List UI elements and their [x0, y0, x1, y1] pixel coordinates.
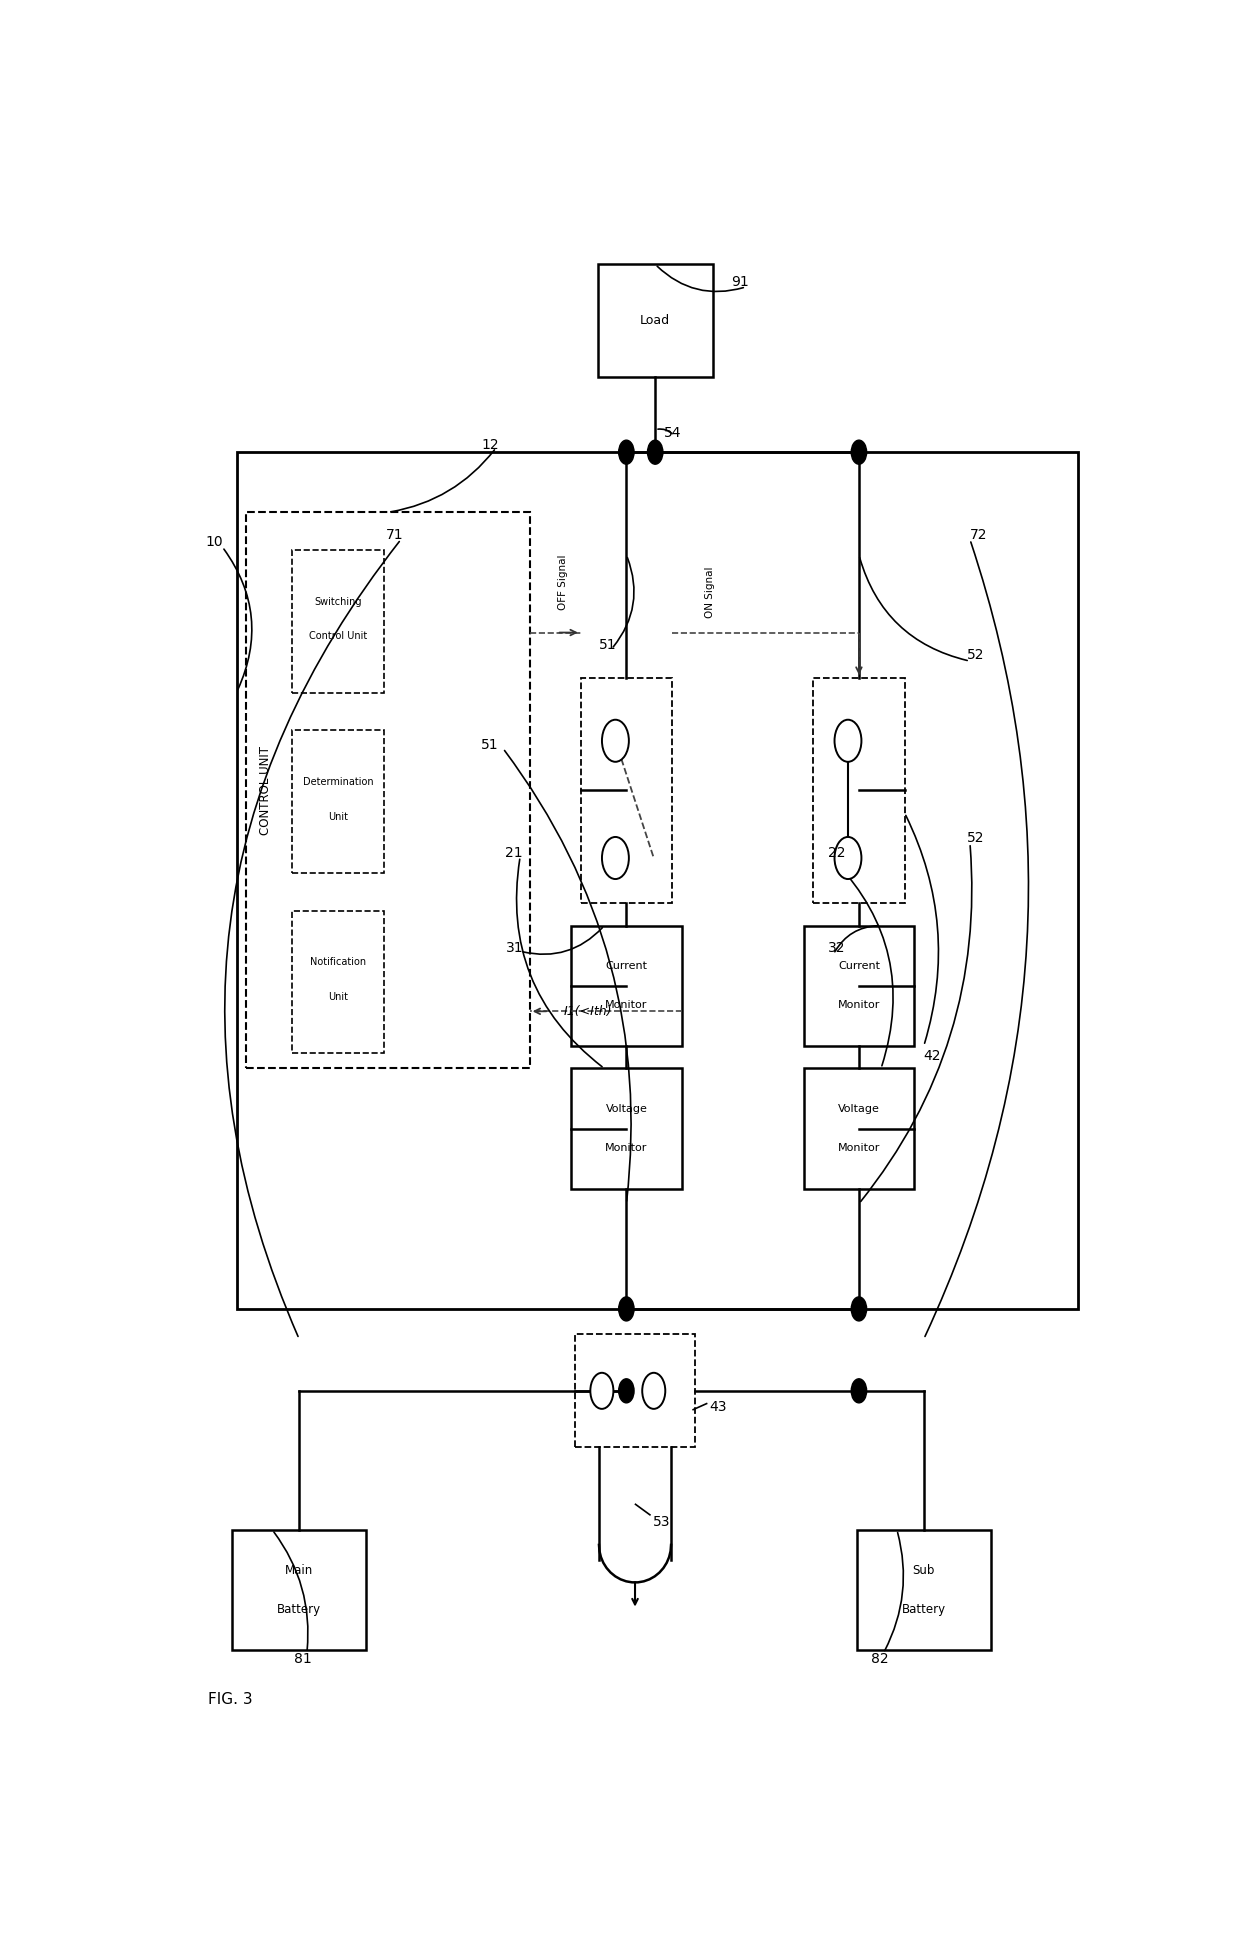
Text: 51: 51: [481, 738, 498, 752]
Text: Monitor: Monitor: [605, 999, 647, 1011]
Text: 82: 82: [870, 1651, 889, 1667]
Circle shape: [601, 720, 629, 761]
Text: Load: Load: [640, 314, 671, 328]
Circle shape: [619, 1378, 634, 1403]
Text: 42: 42: [924, 1050, 941, 1064]
FancyBboxPatch shape: [857, 1530, 991, 1649]
Text: Notification: Notification: [310, 958, 366, 968]
Text: 31: 31: [506, 941, 523, 955]
Circle shape: [619, 1296, 634, 1322]
Text: Determination: Determination: [303, 777, 373, 787]
FancyBboxPatch shape: [293, 730, 383, 873]
Text: 21: 21: [506, 847, 523, 861]
Text: 43: 43: [709, 1400, 727, 1413]
Text: 12: 12: [481, 437, 500, 451]
Text: Battery: Battery: [901, 1603, 946, 1616]
Text: Monitor: Monitor: [605, 1144, 647, 1154]
FancyBboxPatch shape: [804, 925, 914, 1046]
Text: Current: Current: [838, 960, 880, 972]
FancyBboxPatch shape: [572, 925, 682, 1046]
Text: Monitor: Monitor: [838, 999, 880, 1011]
Text: Battery: Battery: [277, 1603, 321, 1616]
FancyBboxPatch shape: [813, 677, 905, 904]
FancyBboxPatch shape: [293, 910, 383, 1054]
Circle shape: [619, 439, 634, 465]
Text: I1(<Ith): I1(<Ith): [563, 1005, 611, 1017]
Text: Voltage: Voltage: [605, 1105, 647, 1115]
Text: 10: 10: [205, 535, 223, 549]
FancyBboxPatch shape: [232, 1530, 367, 1649]
Text: 72: 72: [970, 527, 987, 543]
Text: Current: Current: [605, 960, 647, 972]
Circle shape: [835, 720, 862, 761]
Circle shape: [601, 837, 629, 878]
Text: 71: 71: [386, 527, 403, 543]
Text: Main: Main: [285, 1564, 314, 1577]
Circle shape: [835, 837, 862, 878]
Text: Sub: Sub: [913, 1564, 935, 1577]
Text: Voltage: Voltage: [838, 1105, 880, 1115]
FancyBboxPatch shape: [580, 677, 672, 904]
Text: Monitor: Monitor: [838, 1144, 880, 1154]
Circle shape: [642, 1372, 666, 1409]
Text: 54: 54: [665, 426, 682, 439]
FancyBboxPatch shape: [804, 1068, 914, 1189]
Text: 51: 51: [599, 638, 616, 652]
Text: CONTROL UNIT: CONTROL UNIT: [259, 746, 272, 835]
FancyBboxPatch shape: [575, 1335, 696, 1446]
Text: 91: 91: [732, 275, 749, 289]
Text: Control Unit: Control Unit: [309, 630, 367, 642]
Text: ON Signal: ON Signal: [706, 566, 715, 617]
Text: 52: 52: [967, 648, 985, 662]
Circle shape: [647, 439, 663, 465]
FancyBboxPatch shape: [237, 453, 1078, 1310]
Text: 52: 52: [967, 832, 985, 845]
Text: Unit: Unit: [329, 812, 348, 822]
Text: 53: 53: [652, 1515, 671, 1528]
Text: Unit: Unit: [329, 992, 348, 1001]
Text: 81: 81: [294, 1651, 312, 1667]
FancyBboxPatch shape: [293, 550, 383, 693]
FancyBboxPatch shape: [572, 1068, 682, 1189]
FancyBboxPatch shape: [598, 264, 713, 377]
Circle shape: [851, 1378, 867, 1403]
Circle shape: [590, 1372, 614, 1409]
Text: 22: 22: [828, 847, 846, 861]
Text: FIG. 3: FIG. 3: [208, 1692, 253, 1708]
Circle shape: [851, 1296, 867, 1322]
Circle shape: [851, 439, 867, 465]
Text: Switching: Switching: [314, 597, 362, 607]
Text: 32: 32: [828, 941, 846, 955]
FancyBboxPatch shape: [247, 511, 529, 1068]
Text: OFF Signal: OFF Signal: [558, 554, 568, 609]
